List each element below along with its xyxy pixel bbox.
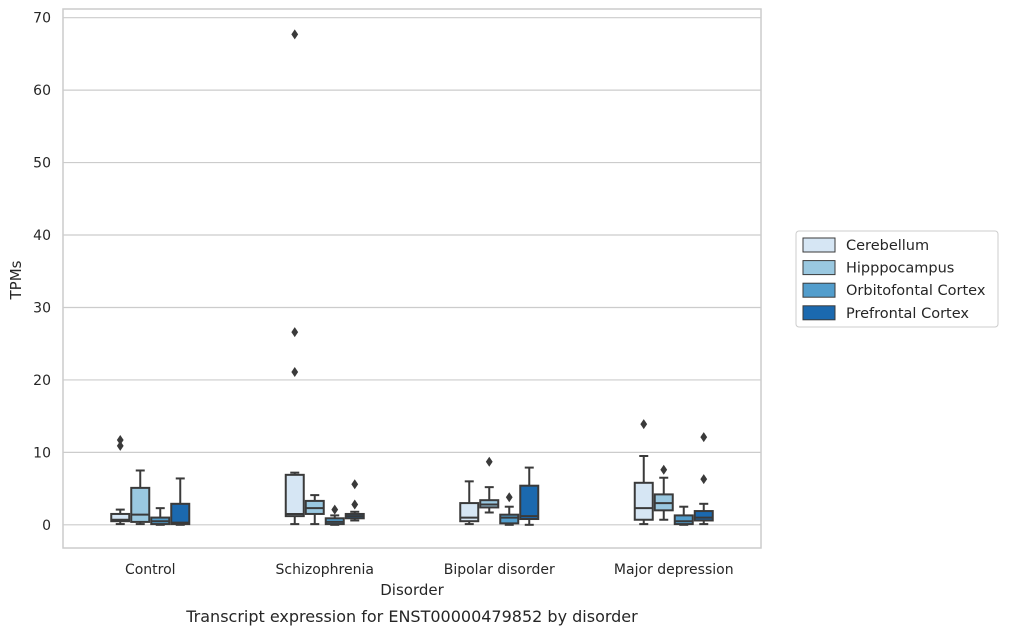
box-body xyxy=(130,486,151,523)
outlier-point xyxy=(351,479,359,490)
legend-frame xyxy=(795,230,999,328)
outlier-point xyxy=(485,456,493,467)
x-tick-labels: Control Schizophrenia Bipolar disorder Majo… xyxy=(125,562,734,578)
box-4-3 xyxy=(519,466,540,526)
y-axis-label: TPMs xyxy=(7,260,25,300)
outlier-point xyxy=(291,327,299,338)
y-tick-label: 20 xyxy=(33,373,51,389)
legend-swatch xyxy=(802,237,836,253)
x-tick-label: Bipolar disorder xyxy=(444,562,555,578)
legend-label: Hipppocampus xyxy=(846,261,954,277)
outlier-point xyxy=(331,504,339,515)
box-1-3 xyxy=(459,480,480,526)
box-body xyxy=(170,502,191,526)
outlier-point xyxy=(640,419,648,430)
box-body xyxy=(110,512,131,523)
y-tick-label: 50 xyxy=(33,156,51,172)
box-body xyxy=(673,514,694,526)
gridlines xyxy=(63,17,761,526)
box-body xyxy=(519,484,540,521)
y-tick-label: 10 xyxy=(33,445,51,461)
box-2-1 xyxy=(130,469,151,526)
outlier-point xyxy=(700,474,708,485)
outlier-point xyxy=(700,432,708,443)
box-2-3 xyxy=(479,456,500,514)
y-tick-label: 40 xyxy=(33,228,51,244)
legend-swatch xyxy=(802,260,836,276)
outlier-point xyxy=(660,464,668,475)
box-1-2 xyxy=(284,29,305,526)
box-3-1 xyxy=(150,507,171,526)
box-4-2 xyxy=(344,479,365,522)
box-1-4 xyxy=(633,419,654,526)
box-3-4 xyxy=(673,505,694,526)
box-3-2 xyxy=(324,504,345,526)
outlier-point xyxy=(505,492,513,503)
x-axis-label: Disorder xyxy=(380,581,444,599)
y-tick-labels: 0 10 20 30 40 50 60 70 xyxy=(33,11,51,534)
chart-caption: Transcript expression for ENST0000047985… xyxy=(185,607,638,626)
y-tick-label: 60 xyxy=(33,83,51,99)
box-3-3 xyxy=(499,492,520,526)
outlier-point xyxy=(116,435,124,446)
legend-swatch xyxy=(802,305,836,321)
legend-label: Orbitofontal Cortex xyxy=(846,283,986,299)
legend-swatch xyxy=(802,282,836,298)
box-body xyxy=(693,510,714,522)
x-tick-label: Control xyxy=(125,562,176,578)
legend-label: Prefrontal Cortex xyxy=(846,306,969,322)
box-1-1 xyxy=(110,435,131,526)
plot-frame xyxy=(62,8,762,549)
box-body xyxy=(284,473,305,518)
box-2-4 xyxy=(653,464,674,521)
y-tick-label: 70 xyxy=(33,11,51,27)
box-body xyxy=(499,513,520,525)
x-tick-label: Schizophrenia xyxy=(276,562,374,578)
legend-label: Cerebellum xyxy=(846,238,929,254)
outlier-point xyxy=(291,29,299,40)
outlier-point xyxy=(291,366,299,377)
x-tick-label: Major depression xyxy=(614,562,734,578)
y-tick-label: 0 xyxy=(42,518,51,534)
y-tick-label: 30 xyxy=(33,300,51,316)
outlier-point xyxy=(116,440,124,451)
legend: Cerebellum Hipppocampus Orbitofontal Corte… xyxy=(795,230,999,328)
box-plot-series xyxy=(110,29,714,526)
box-4-1 xyxy=(170,477,191,526)
box-4-4 xyxy=(693,432,714,526)
box-2-2 xyxy=(304,494,325,526)
outlier-point xyxy=(351,499,359,510)
box-body xyxy=(633,481,654,521)
